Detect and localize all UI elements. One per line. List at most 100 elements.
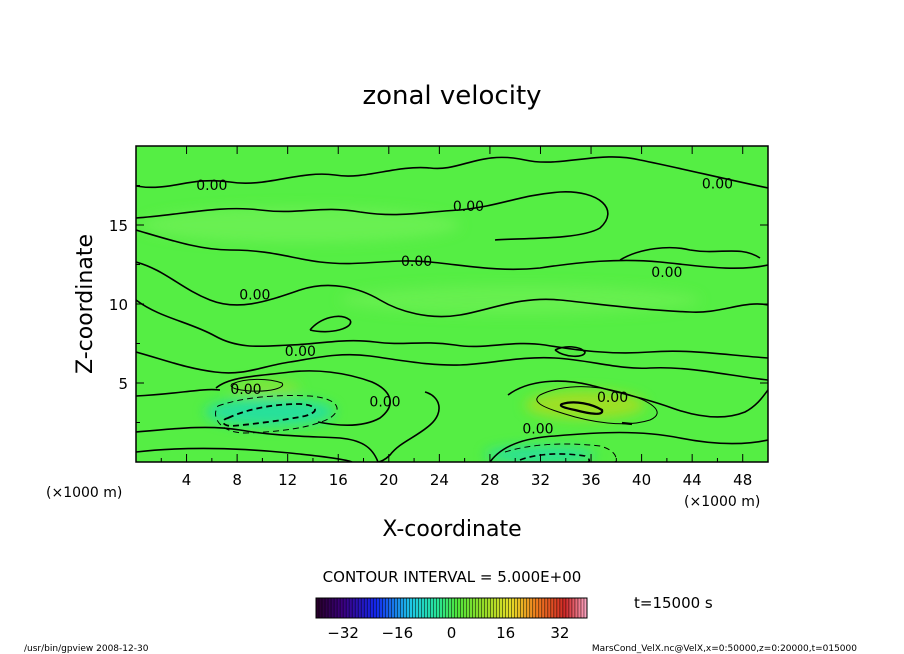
contour-line: [136, 299, 768, 359]
colorbar-cell: [514, 598, 519, 618]
colorbar-cell: [565, 598, 570, 618]
contour-line: [230, 378, 284, 392]
colorbar-cell: [508, 598, 513, 618]
colorbar-cell: [346, 598, 350, 618]
colorbar-cell: [460, 598, 464, 618]
colorbar-cell: [487, 598, 492, 618]
colorbar-cell: [319, 598, 323, 618]
x-axis-label: X-coordinate: [382, 517, 521, 542]
contour-label: 0.00: [702, 177, 733, 193]
x-tick-label: 8: [232, 471, 242, 489]
contour-label: 0.00: [369, 395, 400, 411]
colorbar-cell: [373, 598, 377, 618]
colorbar: [316, 598, 588, 618]
colorbar-cell: [334, 598, 338, 618]
contour-line: [507, 380, 768, 418]
colorbar-cell: [379, 598, 383, 618]
contour-line: [136, 156, 768, 189]
colorbar-cell: [577, 598, 582, 618]
contour-line: [136, 388, 221, 397]
colorbar-cell: [340, 598, 344, 618]
colorbar-cell: [355, 598, 359, 618]
colorbar-cell: [493, 598, 498, 618]
colorbar-cell: [331, 598, 335, 618]
colorbar-cell: [466, 598, 470, 618]
x-axis: 4 8 12 16 20 24 28 32 36 40 44 48: [160, 146, 752, 489]
field-shading: [140, 207, 700, 462]
colorbar-cell: [574, 598, 579, 618]
colorbar-cell: [481, 598, 486, 618]
contour-line: [222, 403, 316, 427]
contour-label: 0.00: [401, 254, 432, 270]
colorbar-cell: [529, 598, 534, 618]
contour-line: [136, 426, 379, 462]
contour-label: 0.00: [522, 422, 553, 438]
colorbar-cell: [547, 598, 552, 618]
colorbar-cell: [526, 598, 531, 618]
colorbar-cell: [532, 598, 537, 618]
x-tick-label: 28: [480, 471, 499, 489]
contour-line: [136, 447, 353, 462]
colorbar-cell: [439, 598, 443, 618]
colorbar-cell: [475, 598, 479, 618]
time-label: t=15000 s: [634, 594, 713, 612]
contour-label: 0.00: [285, 344, 316, 360]
colorbar-cell: [412, 598, 416, 618]
colorbar-cell: [433, 598, 437, 618]
colorbar-cell: [409, 598, 413, 618]
x-tick-label: 16: [329, 471, 348, 489]
colorbar-cell: [448, 598, 452, 618]
colorbar-cell: [523, 598, 528, 618]
contour-line: [554, 346, 586, 358]
colorbar-cell: [406, 598, 410, 618]
colorbar-cell: [541, 598, 546, 618]
colorbar-cell: [502, 598, 507, 618]
colorbar-cell: [442, 598, 446, 618]
contour-labels: 0.00 0.00 0.00 0.00 0.00 0.00 0.00 0.00 0.00 0.00…: [196, 177, 733, 438]
contour-line: [377, 391, 440, 462]
positive-contours: [230, 378, 658, 425]
colorbar-cell: [490, 598, 495, 618]
x-unit-label: (×1000 m): [46, 485, 122, 501]
colorbar-cell: [520, 598, 525, 618]
colorbar-cell: [484, 598, 489, 618]
colorbar-cell: [427, 598, 431, 618]
contour-label: 0.00: [651, 265, 682, 281]
colorbar-cell: [361, 598, 365, 618]
y-axis: 5 10 15: [109, 185, 768, 423]
contour-line: [215, 370, 391, 427]
contour-line: [489, 431, 768, 462]
colorbar-cell: [571, 598, 576, 618]
colorbar-cell: [454, 598, 458, 618]
colorbar-cell: [538, 598, 543, 618]
positive-pool-right: [525, 391, 645, 419]
x-tick-label: 36: [581, 471, 600, 489]
contour-line: [136, 261, 768, 318]
colorbar-cell: [556, 598, 561, 618]
contour-line: [619, 246, 761, 261]
colorbar-cell: [400, 598, 404, 618]
x-tick-label: 32: [531, 471, 550, 489]
contour-line: [536, 386, 658, 425]
colorbar-cell: [424, 598, 428, 618]
colorbar-cell: [478, 598, 483, 618]
colorbar-cell: [388, 598, 392, 618]
colorbar-cell: [472, 598, 476, 618]
colorbar-cell: [358, 598, 362, 618]
contour-line: [136, 229, 768, 271]
colorbar-cell: [568, 598, 573, 618]
colorbar-cell: [382, 598, 386, 618]
negative-contours: [215, 395, 617, 462]
colorbar-frame: [315, 597, 588, 619]
colorbar-tick-label: −16: [381, 624, 413, 642]
contour-label: 0.00: [239, 287, 270, 303]
y-unit-label: (×1000 m): [684, 494, 760, 510]
y-tick-label: 15: [109, 217, 128, 235]
light-band-mid: [340, 285, 700, 315]
y-axis-label: Z-coordinate: [73, 234, 98, 374]
contour-label: 0.00: [196, 178, 227, 194]
colorbar-cell: [337, 598, 341, 618]
colorbar-cell: [430, 598, 434, 618]
colorbar-cell: [544, 598, 549, 618]
